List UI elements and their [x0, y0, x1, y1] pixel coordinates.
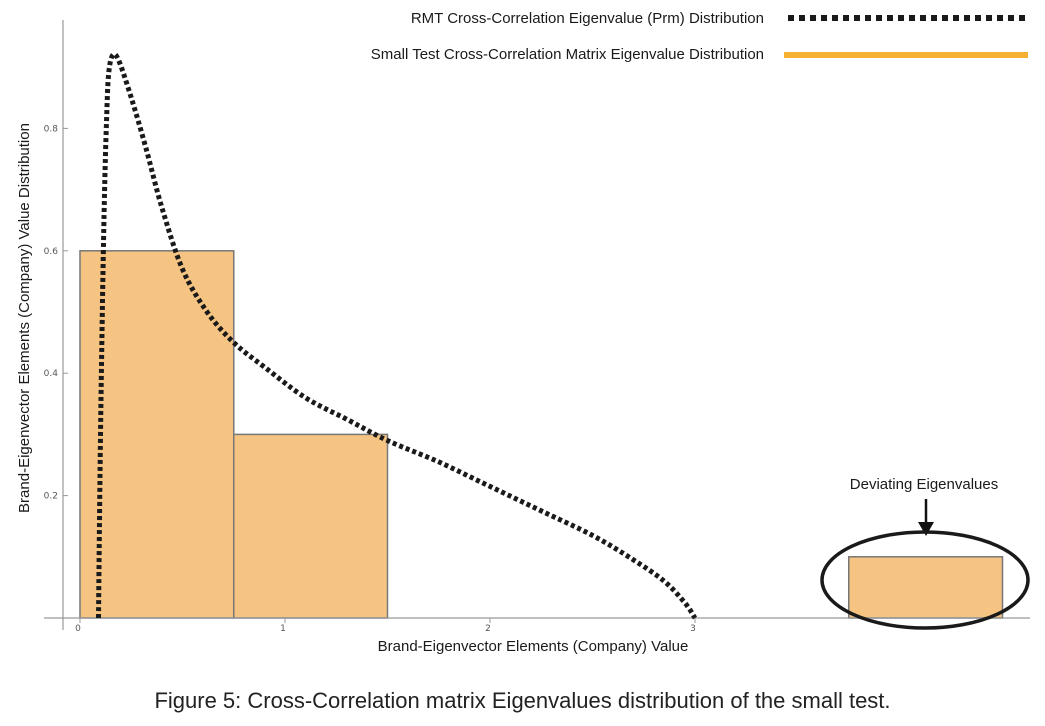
histogram-bars — [79, 250, 1004, 619]
figure-caption: Figure 5: Cross-Correlation matrix Eigen… — [154, 688, 891, 713]
y-tick-label: 0.8 — [44, 124, 59, 134]
ticks: 0 1 2 3 0.2 0.4 0.6 0.8 — [44, 124, 696, 634]
annotation-arrowhead — [918, 522, 934, 536]
histogram-bar-0 — [79, 250, 235, 619]
y-tick-label: 0.4 — [44, 369, 59, 379]
histogram-bar-1 — [233, 433, 389, 619]
legend-label-curve: RMT Cross-Correlation Eigenvalue (Prm) D… — [411, 10, 764, 27]
y-tick-label: 0.2 — [44, 492, 58, 502]
legend: RMT Cross-Correlation Eigenvalue (Prm) D… — [371, 10, 1028, 63]
histogram-bar-2 — [848, 556, 1004, 619]
rmt-curve — [96, 51, 698, 620]
y-axis-title: Brand-Eigenvector Elements (Company) Val… — [16, 123, 33, 513]
x-tick-label: 2 — [485, 624, 491, 634]
annotation-label: Deviating Eigenvalues — [850, 476, 998, 493]
y-tick-label: 0.6 — [44, 247, 59, 257]
x-axis-title: Brand-Eigenvector Elements (Company) Val… — [378, 638, 689, 655]
x-tick-label: 3 — [690, 624, 696, 634]
annotation-ellipse — [820, 530, 1030, 630]
legend-label-histogram: Small Test Cross-Correlation Matrix Eige… — [371, 46, 764, 63]
annotation-deviating: Deviating Eigenvalues — [820, 476, 1030, 630]
x-tick-label: 0 — [75, 624, 81, 634]
x-tick-label: 1 — [280, 624, 286, 634]
